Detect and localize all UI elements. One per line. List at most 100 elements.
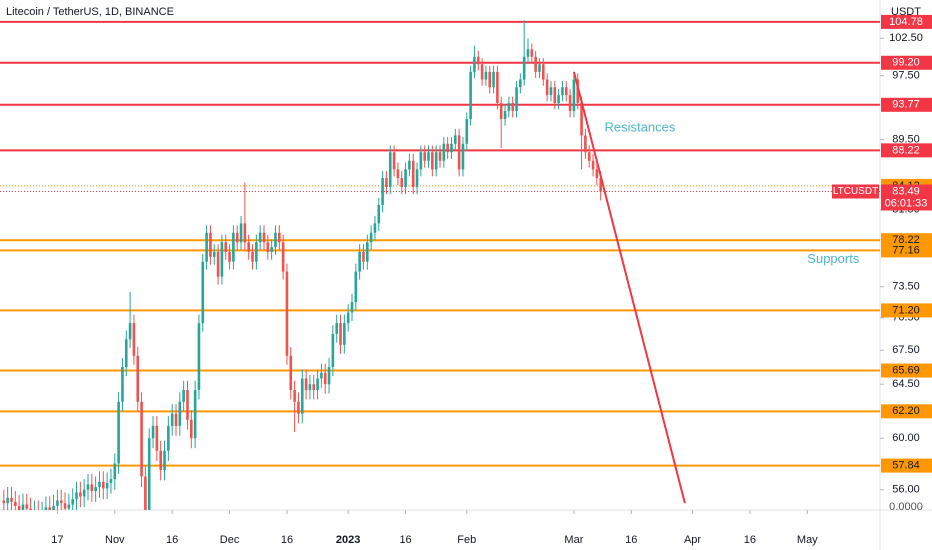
candle-body [434, 152, 438, 170]
candle-body [140, 401, 143, 477]
candle-body [278, 232, 281, 243]
candle-body [117, 401, 120, 464]
x-tick-label: Nov [105, 534, 125, 546]
candle-body [431, 152, 434, 170]
candle-body [476, 56, 480, 65]
candle-body [2, 500, 6, 504]
candle-body [14, 501, 17, 506]
candle-body [90, 484, 94, 492]
candle-body [484, 71, 488, 80]
candle-body [228, 251, 231, 262]
candle-body [274, 232, 277, 248]
level-label: 77.16 [892, 244, 920, 256]
candle-body [193, 390, 197, 439]
countdown-label: 06:01:33 [885, 197, 928, 209]
candle-body [584, 135, 587, 153]
candle-body [285, 271, 289, 356]
candle-body [163, 450, 166, 470]
candle-body [232, 232, 235, 262]
y-tick-label: 60.00 [892, 432, 920, 444]
level-label: 104.78 [889, 16, 923, 28]
candle-body [297, 401, 300, 414]
plot-area: Resistances Supports [0, 20, 880, 510]
candle-body [178, 401, 182, 426]
level-label-bg [881, 55, 932, 70]
candle-body [147, 438, 151, 510]
level-label: 62.20 [892, 405, 920, 417]
level-label-bg [881, 97, 932, 112]
candle-body [316, 378, 319, 391]
level-label: 78.22 [892, 234, 920, 246]
y-tick-label: 102.50 [889, 32, 923, 44]
candle-body [542, 64, 545, 80]
candle-body [419, 152, 423, 170]
candle-body [59, 500, 63, 504]
candle-body [155, 425, 159, 451]
candle-body [186, 390, 189, 420]
candle-body [503, 110, 507, 120]
x-tick-label: Mar [564, 534, 583, 546]
candle-body [262, 232, 266, 243]
candle-body [300, 378, 304, 414]
candle-body [224, 242, 228, 252]
level-label: 57.84 [892, 459, 920, 471]
candle-body [373, 223, 377, 233]
candle-body [388, 152, 392, 187]
candle-body [44, 507, 48, 510]
candle-body [251, 251, 254, 262]
candle-body [385, 178, 388, 187]
y-tick-label: 73.50 [892, 281, 920, 293]
candle-body [270, 247, 273, 252]
x-tick-label: 17 [51, 534, 63, 546]
candle-body [170, 413, 174, 426]
candle-body [159, 450, 162, 470]
candle-body [461, 143, 465, 170]
candle-body [124, 339, 128, 368]
candle-body [457, 135, 461, 170]
candle-body [423, 152, 426, 161]
candle-body [442, 143, 446, 161]
y-tick-label: 97.50 [892, 70, 920, 82]
candle-body [29, 508, 32, 510]
level-label-bg [881, 404, 932, 419]
candle-body [17, 505, 21, 510]
candle-body [190, 419, 193, 439]
level-label-bg [881, 14, 932, 29]
candle-body [71, 499, 74, 505]
candle-body [109, 479, 113, 484]
candle-body [308, 384, 312, 391]
level-label-bg [881, 243, 932, 258]
chart-title: Litecoin / TetherUS, 1D, BINANCE [6, 6, 174, 18]
last-price-bg [881, 184, 932, 211]
candle-body [511, 102, 514, 111]
level-label-bg [881, 143, 932, 158]
candle-body [255, 242, 258, 262]
candle-body [258, 232, 262, 243]
candle-body [10, 497, 13, 502]
x-tick-label: 16 [399, 534, 411, 546]
candle-body [289, 355, 293, 391]
volume-axis-label: 0.0000 [889, 501, 923, 513]
candle-body [293, 390, 296, 402]
candle-body [519, 79, 522, 88]
candle-body [381, 178, 384, 205]
candle-body [515, 87, 518, 111]
candle-body [335, 323, 338, 334]
candle-body [522, 56, 526, 80]
candle-body [526, 49, 530, 57]
candle-body [358, 251, 361, 272]
candle-body [243, 223, 247, 243]
candle-body [366, 242, 369, 262]
candle-body [469, 71, 472, 120]
candle-body [182, 390, 185, 402]
level-label-bg [881, 363, 932, 378]
annotation: Resistances [605, 119, 676, 134]
candle-body [454, 135, 457, 144]
candle-body [411, 160, 415, 187]
x-tick-label: May [797, 534, 818, 546]
candle-body [48, 507, 52, 510]
candle-body [480, 64, 484, 80]
candle-body [281, 242, 285, 272]
candle-body [52, 505, 55, 510]
candle-body [320, 372, 323, 379]
